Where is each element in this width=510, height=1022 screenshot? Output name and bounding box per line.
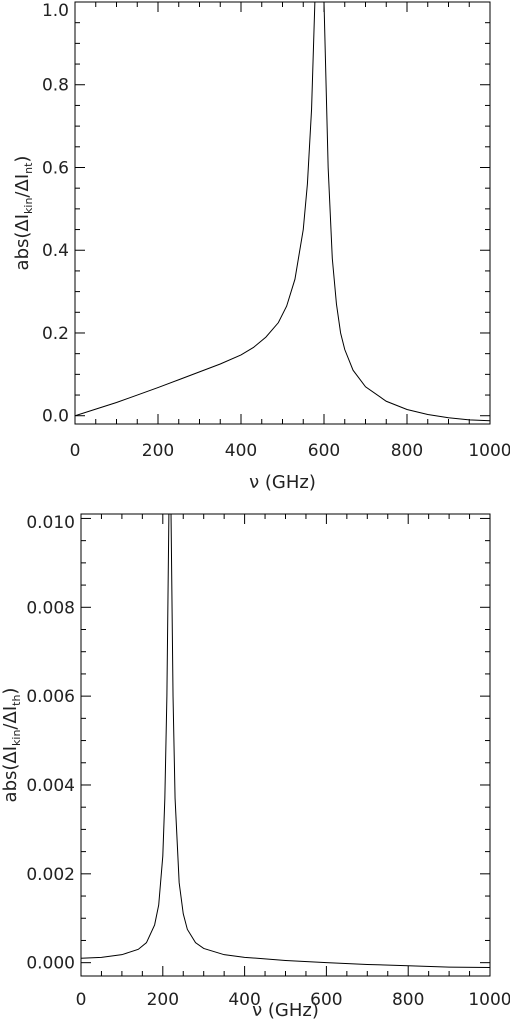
y-tick-label: 0.6	[42, 158, 69, 178]
y-tick-label: 0.002	[26, 865, 75, 885]
x-tick-label: 200	[147, 990, 179, 1010]
x-tick-label: 0	[76, 990, 87, 1010]
x-tick-label: 400	[225, 441, 257, 461]
chart-panel-2: 0 200 400 600 800 1000 0.000 0.002 0.004 0.006 0.0…	[0, 513, 510, 1021]
y-tick-label: 0.006	[26, 687, 75, 707]
y-axis-title: abs(ΔIkin/ΔIth)	[0, 688, 23, 803]
y-tick-label: 1.0	[42, 1, 69, 21]
y-tick-label: 0.008	[26, 598, 75, 618]
x-tick-label: 600	[308, 441, 340, 461]
y-tick-label: 0.2	[42, 324, 69, 344]
y-axis-title: abs(ΔIkin/ΔInt)	[12, 156, 35, 271]
plot-frame	[74, 1, 491, 425]
chart-panel-1: 0 200 400 600 800 1000 0.0 0.2 0.4 0.6 0.8 1.0 ν (GH…	[12, 1, 510, 493]
x-tick-label: 400	[228, 990, 260, 1010]
x-tick-label: 1000	[468, 441, 510, 461]
y-tick-label: 0.010	[26, 513, 75, 533]
y-tick-label: 0.8	[42, 76, 69, 96]
y-tick-label: 0.004	[26, 776, 75, 796]
x-tick-label: 0	[70, 441, 81, 461]
x-tick-label: 800	[391, 441, 423, 461]
series-line-1	[81, 514, 490, 969]
x-axis-title: ν (GHz)	[249, 472, 316, 493]
y-tick-label: 0.000	[26, 954, 75, 974]
y-tick-label: 0.0	[42, 407, 69, 427]
x-tick-label: 200	[142, 441, 174, 461]
x-tick-label: 1000	[468, 990, 510, 1010]
y-tick-label: 0.4	[42, 241, 69, 261]
x-tick-label: 800	[392, 990, 424, 1010]
x-axis-title: ν (GHz)	[252, 1000, 319, 1021]
plot-frame	[80, 513, 491, 977]
x-tick-label: 600	[310, 990, 342, 1010]
series-line-1	[75, 2, 490, 422]
